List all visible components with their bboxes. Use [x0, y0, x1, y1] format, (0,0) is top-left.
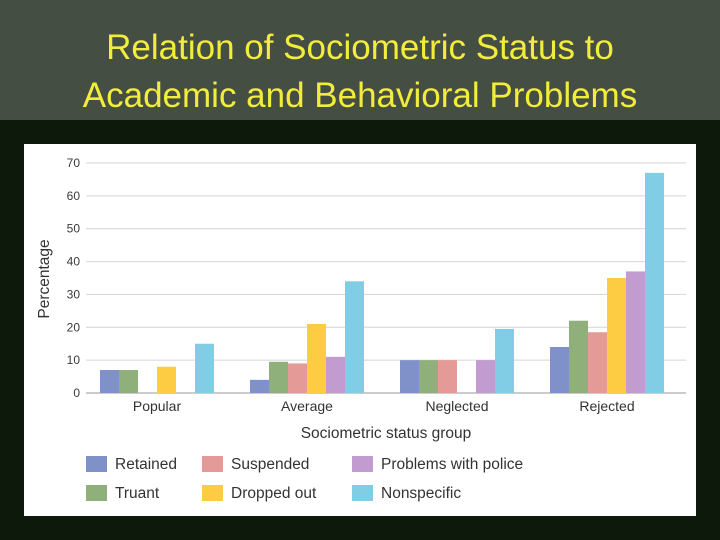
legend-swatch — [352, 456, 373, 472]
title-bar: Relation of Sociometric Status to Academ… — [0, 0, 720, 120]
legend-label: Problems with police — [381, 456, 523, 473]
y-tick-label: 10 — [67, 353, 81, 367]
legend-swatch — [86, 456, 107, 472]
x-category-label: Neglected — [425, 398, 488, 414]
bar-nonspecific-average — [345, 281, 364, 393]
bar-truant-neglected — [419, 360, 438, 393]
bar-truant-rejected — [569, 320, 588, 393]
bar-dropped-out-popular — [157, 366, 176, 393]
y-tick-label: 40 — [67, 255, 81, 269]
bar-problems-with-police-neglected — [476, 360, 495, 393]
bar-retained-rejected — [550, 347, 569, 393]
x-category-label: Rejected — [579, 398, 634, 414]
y-tick-label: 30 — [67, 287, 81, 301]
slide-title-line-1: Relation of Sociometric Status to — [106, 28, 614, 67]
y-tick-label: 60 — [67, 189, 81, 203]
bar-problems-with-police-average — [326, 356, 345, 393]
bar-suspended-average — [288, 363, 307, 393]
y-axis-title: Percentage — [36, 239, 53, 318]
legend-label: Nonspecific — [381, 485, 461, 502]
bar-suspended-neglected — [438, 360, 457, 393]
legend-swatch — [86, 485, 107, 501]
bar-chart: 0 10 20 30 40 50 60 70 Popular Average Neglected R… — [36, 156, 686, 502]
x-category-label: Average — [281, 398, 333, 414]
bar-dropped-out-average — [307, 324, 326, 393]
y-tick-label: 20 — [67, 320, 81, 334]
legend-swatch — [352, 485, 373, 501]
legend-label: Truant — [115, 485, 160, 502]
bar-problems-with-police-rejected — [626, 271, 645, 393]
legend-swatch — [202, 485, 223, 501]
legend-label: Retained — [115, 456, 177, 473]
bar-retained-average — [250, 379, 269, 393]
y-tick-label: 50 — [67, 222, 81, 236]
y-tick-label: 0 — [73, 386, 80, 400]
x-axis-title: Sociometric status group — [301, 425, 472, 442]
bar-dropped-out-rejected — [607, 278, 626, 393]
bar-truant-popular — [119, 370, 138, 393]
bar-nonspecific-rejected — [645, 172, 664, 393]
bar-nonspecific-neglected — [495, 328, 514, 393]
bar-retained-neglected — [400, 360, 419, 393]
y-tick-label: 70 — [67, 156, 81, 170]
legend-label: Dropped out — [231, 485, 317, 502]
bar-retained-popular — [100, 370, 119, 393]
legend-label: Suspended — [231, 456, 309, 473]
bar-nonspecific-popular — [195, 343, 214, 393]
x-category-label: Popular — [133, 398, 182, 414]
bar-suspended-rejected — [588, 332, 607, 393]
slide-title-line-2: Academic and Behavioral Problems — [82, 76, 638, 115]
bar-truant-average — [269, 361, 288, 393]
legend-swatch — [202, 456, 223, 472]
chart-panel: 0 10 20 30 40 50 60 70 Popular Average Neglected R… — [24, 144, 696, 516]
